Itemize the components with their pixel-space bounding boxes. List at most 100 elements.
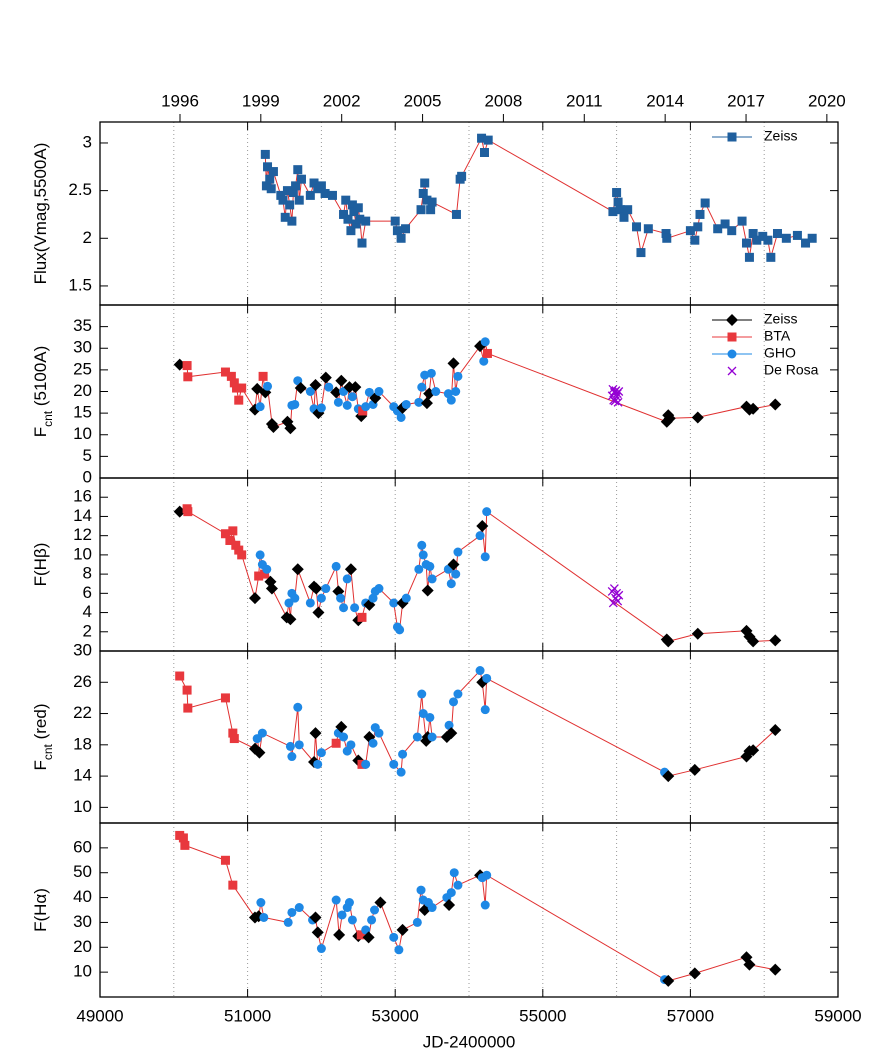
marker-circle [347, 392, 357, 402]
marker-square [758, 231, 768, 241]
marker-square [180, 840, 190, 850]
y-axis-label: F(Hβ) [31, 543, 50, 587]
marker-square [690, 235, 700, 245]
marker-diamond [691, 411, 704, 424]
marker-square [220, 855, 230, 865]
marker-circle [313, 759, 323, 769]
marker-square [357, 612, 367, 622]
marker-square [483, 135, 493, 145]
y-tick-label: 2 [83, 228, 92, 247]
marker-circle [449, 868, 459, 878]
marker-square [744, 252, 754, 262]
legend-marker [727, 132, 737, 142]
marker-diamond [333, 928, 346, 941]
marker-circle [350, 603, 360, 613]
marker-diamond [445, 727, 458, 740]
marker-cross [613, 397, 623, 407]
marker-square [613, 197, 623, 207]
marker-circle [426, 368, 436, 378]
plot-frame [99, 650, 839, 824]
marker-square [229, 378, 239, 388]
marker-diamond [662, 635, 675, 648]
marker-square [175, 671, 185, 681]
x-tick-label: 55000 [519, 1006, 566, 1025]
marker-circle [412, 917, 422, 927]
marker-circle [367, 915, 377, 925]
marker-circle [482, 673, 492, 683]
y-tick-label: 30 [73, 338, 92, 357]
marker-circle [396, 767, 406, 777]
marker-square [807, 233, 817, 243]
marker-circle [412, 732, 422, 742]
y-label-part: (5100A) [31, 346, 50, 411]
marker-square [612, 188, 622, 198]
marker-square [220, 367, 230, 377]
y-axis-label: Flux(Vmag,5500A) [31, 143, 50, 285]
marker-square [792, 230, 802, 240]
marker-diamond [747, 744, 760, 757]
marker-diamond [420, 397, 433, 410]
marker-circle [389, 932, 399, 942]
marker-square [260, 149, 270, 159]
marker-diamond [447, 558, 460, 571]
marker-diamond [248, 742, 261, 755]
marker-circle [374, 387, 384, 396]
marker-square [695, 209, 705, 219]
marker-square [353, 203, 363, 213]
y-label-part: F(Hβ) [31, 543, 50, 587]
y-tick-label: 10 [73, 797, 92, 816]
y-tick-label: 30 [73, 640, 92, 659]
marker-diamond [349, 381, 362, 394]
marker-square [766, 252, 776, 262]
marker-diamond [344, 563, 357, 576]
marker-square [339, 209, 349, 219]
y-label-part: F(Hα) [31, 888, 50, 932]
marker-diamond [335, 720, 348, 733]
marker-circle [290, 399, 300, 409]
marker-square [341, 195, 351, 205]
y-tick-label: 35 [73, 316, 92, 335]
y-tick-label: 25 [73, 359, 92, 378]
marker-square [266, 184, 276, 194]
marker-square [700, 198, 710, 208]
marker-circle [389, 598, 399, 608]
plot-frame [99, 121, 839, 306]
marker-square [636, 248, 646, 258]
marker-square [390, 216, 400, 226]
marker-square [263, 162, 273, 172]
marker-cross [612, 392, 622, 402]
marker-circle [396, 412, 406, 422]
marker-square [182, 361, 192, 371]
marker-diamond [294, 382, 307, 395]
marker-cross [614, 387, 624, 396]
marker-diamond [253, 746, 266, 759]
marker-square [426, 205, 436, 215]
marker-square [294, 195, 304, 205]
marker-square [357, 238, 367, 248]
marker-square [346, 226, 356, 236]
marker-square [643, 224, 653, 234]
marker-square [234, 395, 244, 405]
marker-circle [401, 593, 411, 603]
y-label-part: (red) [31, 703, 50, 744]
marker-diamond [769, 963, 782, 976]
marker-square [285, 200, 295, 210]
marker-square [685, 226, 695, 236]
marker-square [737, 216, 747, 226]
marker-diamond [688, 967, 701, 980]
marker-circle [453, 880, 463, 890]
x-tick-label: 49000 [76, 1006, 123, 1025]
marker-circle [342, 574, 352, 584]
y-axis-label: Fcnt (red) [31, 703, 55, 770]
marker-circle [257, 728, 267, 738]
marker-circle [305, 387, 315, 396]
y-tick-label: 6 [83, 583, 92, 602]
x-axis-label: JD-2400000 [423, 1032, 516, 1051]
marker-square [261, 181, 271, 191]
marker-square [608, 207, 618, 217]
marker-circle [347, 915, 357, 925]
marker-square [229, 734, 239, 744]
marker-diamond [309, 911, 322, 924]
marker-circle [316, 944, 326, 954]
marker-diamond [747, 402, 760, 415]
